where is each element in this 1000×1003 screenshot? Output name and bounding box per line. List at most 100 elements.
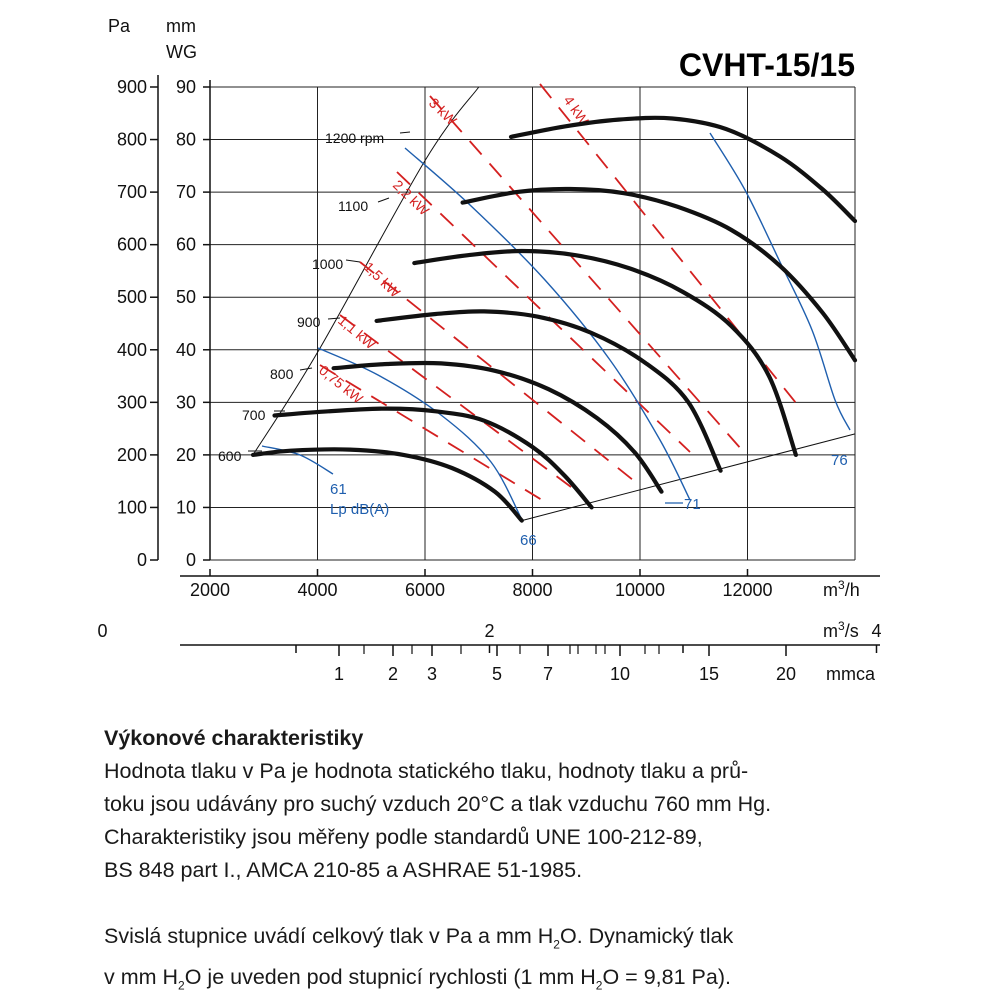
mmca-tick-label: 10 [610, 664, 630, 684]
rpm-label: 700 [242, 407, 266, 423]
power-lines: 0,75 kW1,1 kW1,5 kW2,2 kW3 kW 4 kW [316, 83, 801, 501]
noise-line [261, 445, 334, 475]
unit-part: /s [845, 621, 859, 641]
unit-part: /h [845, 580, 860, 600]
subscript: 2 [595, 978, 603, 993]
noise-value-label: 76 [831, 452, 848, 469]
m3s-tick-label: 2 [484, 621, 494, 641]
y-unit-pa: Pa [108, 16, 131, 36]
notes-line: BS 848 part I., AMCA 210-85 a ASHRAE 51-… [104, 858, 583, 882]
fan-performance-chart: CVHT-15/15 Pa mm WG 01002003004005006007… [97, 16, 882, 684]
pa-tick-label: 300 [117, 392, 147, 412]
rpm-label: 1100 [338, 198, 368, 214]
rpm-curve [460, 186, 858, 363]
m3s-tick-label: 0 [97, 621, 107, 641]
noise-line [404, 147, 691, 501]
notes-heading: Výkonové charakteristiky [104, 726, 364, 750]
rpm-leader [299, 367, 313, 371]
text-part: v mm H [104, 965, 179, 990]
wg-tick-label: 40 [176, 340, 196, 360]
rpm-label: 900 [297, 314, 321, 330]
rpm-leader [327, 317, 341, 320]
m3h-tick-label: 12000 [722, 580, 772, 600]
y-unit-wg: WG [166, 42, 197, 62]
noise-unit-label: Lp dB(A) [330, 501, 389, 518]
rpm-curve [508, 115, 858, 224]
wg-tick-label: 60 [176, 235, 196, 255]
noise-lines: 61 Lp dB(A) 66 71 76 [261, 132, 851, 549]
wg-tick-label: 50 [176, 287, 196, 307]
text-part: O = 9,81 Pa). [602, 965, 731, 990]
m3h-tick-label: 10000 [615, 580, 665, 600]
unit-part: m [823, 621, 838, 641]
pa-tick-label: 800 [117, 130, 147, 150]
subscript: 2 [178, 978, 185, 993]
model-title: CVHT-15/15 [679, 47, 855, 83]
mmca-tick-label: 5 [492, 664, 502, 684]
mmca-tick-label: 1 [334, 664, 344, 684]
power-line [396, 171, 691, 453]
performance-notes: Výkonové charakteristiky Hodnota tlaku v… [104, 722, 904, 1003]
power-line [319, 364, 543, 501]
m3s-tick-label: 4 [871, 621, 881, 641]
noise-value-label: 61 [330, 481, 347, 498]
power-label: 1,5 kW [361, 259, 404, 301]
grid [209, 86, 856, 561]
mmca-tick-label: 15 [699, 664, 719, 684]
subscript: 2 [553, 937, 560, 952]
rpm-label: 1000 [312, 256, 343, 272]
notes-line: Hodnota tlaku v Pa je hodnota statického… [104, 759, 749, 783]
pa-tick-label: 400 [117, 340, 147, 360]
text-part: O je uveden pod stupnicí rychlosti (1 mm… [184, 965, 596, 990]
noise-value-label: 66 [520, 532, 537, 549]
power-line [429, 95, 743, 451]
wg-tick-label: 10 [176, 497, 196, 517]
m3h-tick-label: 4000 [297, 580, 337, 600]
m3h-tick-label: 2000 [190, 580, 230, 600]
text-part: Svislá stupnice uvádí celkový tlak v Pa … [104, 924, 554, 948]
power-line [339, 314, 576, 491]
rpm-curve [272, 406, 594, 510]
wg-tick-label: 20 [176, 445, 196, 465]
system-line-bottom [521, 433, 856, 522]
m3h-unit: m3/h [823, 578, 860, 600]
rpm-curve [250, 447, 524, 523]
pa-tick-label: 200 [117, 445, 147, 465]
mmca-tick-label: 7 [543, 664, 553, 684]
noise-line [709, 132, 851, 431]
rpm-label: 1200 rpm [325, 130, 384, 146]
power-label: 1,1 kW [335, 312, 379, 353]
wg-tick-label: 80 [176, 130, 196, 150]
m3h-tick-label: 8000 [512, 580, 552, 600]
wg-tick-label: 90 [176, 77, 196, 97]
chart-labels: 600 700 800 900 1000 1100 1200 rpm [218, 130, 411, 464]
rpm-curve [331, 360, 664, 494]
mmca-tick-label: 3 [427, 664, 437, 684]
rpm-leader [377, 197, 390, 203]
y-unit-mm: mm [166, 16, 196, 36]
x-axes: 20004000600080001000012000m3/h0246810121… [97, 569, 882, 684]
wg-tick-label: 0 [186, 550, 196, 570]
wg-tick-label: 30 [176, 392, 196, 412]
rpm-label: 600 [218, 448, 242, 464]
y-axes: 0 100 200 300 400 500 600 700 800 900 0 10 20 30 40 50 6… [117, 75, 211, 570]
m3h-tick-label: 6000 [405, 580, 445, 600]
pa-tick-label: 0 [137, 550, 147, 570]
pa-tick-label: 600 [117, 235, 147, 255]
notes-line: v mm H2O je uveden pod stupnicí rychlost… [104, 961, 904, 1002]
unit-superscript: 3 [838, 578, 845, 592]
unit-superscript: 3 [838, 619, 845, 633]
noise-value-label: 71 [684, 496, 701, 513]
rpm-label: 800 [270, 366, 294, 382]
notes-line: Charakteristiky jsou měřeny podle standa… [104, 825, 703, 849]
rpm-leader [399, 131, 411, 134]
mmca-unit: mmca [826, 664, 876, 684]
mmca-tick-label: 20 [776, 664, 796, 684]
notes-line: Svislá stupnice uvádí celkový tlak v Pa … [104, 920, 904, 961]
pa-tick-label: 100 [117, 497, 147, 517]
pa-tick-label: 700 [117, 182, 147, 202]
pa-tick-label: 500 [117, 287, 147, 307]
rpm-leader [345, 259, 361, 263]
rpm-curve [412, 248, 798, 457]
wg-tick-label: 70 [176, 182, 196, 202]
